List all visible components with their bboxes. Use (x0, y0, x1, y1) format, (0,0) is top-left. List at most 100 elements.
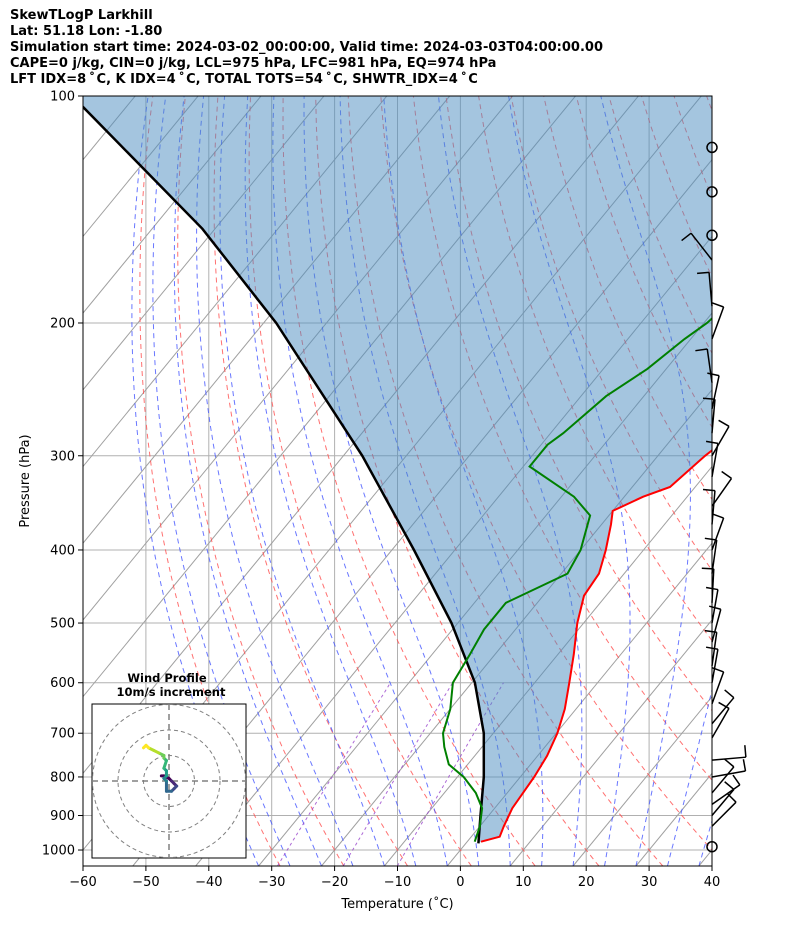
y-tick-label: 100 (50, 90, 75, 105)
wind-barb-staff (711, 788, 735, 817)
title-line-times: Simulation start time: 2024-03-02_00:00:… (10, 40, 603, 55)
wind-barb-flag (712, 302, 724, 308)
cin-shading (83, 96, 712, 844)
isotherm-line (698, 849, 712, 866)
wind-barb-flag (707, 372, 720, 377)
isotherm-line (509, 619, 712, 866)
wind-barb-staff (711, 425, 730, 457)
wind-barb-flag (704, 537, 717, 541)
moist-adiabat (244, 96, 417, 866)
calm-wind-circle (706, 186, 718, 198)
dry-adiabat (739, 96, 794, 866)
wind-barb-flag (721, 470, 732, 480)
x-tick-label: −50 (132, 875, 159, 890)
wind-barb-staff (711, 375, 720, 410)
isotherm-line (762, 96, 794, 866)
wind-barb-flag (709, 605, 721, 611)
wind-barb-staff (711, 477, 733, 507)
wind-barb-flag (732, 774, 741, 786)
y-tick-label: 400 (50, 543, 75, 558)
moist-adiabat (698, 819, 712, 866)
isotherm-line (83, 96, 199, 238)
x-tick-label: −20 (321, 875, 348, 890)
isotherm-line (572, 695, 712, 866)
title-line-location: Lat: 51.18 Lon: -1.80 (10, 24, 163, 39)
wind-barb-staff (711, 766, 735, 794)
isotherm-line (0, 96, 72, 866)
hodograph-title: Wind Profile (127, 671, 207, 685)
x-tick-label: 30 (641, 875, 658, 890)
wind-barb-staff (711, 708, 730, 739)
wind-barb-flag (702, 397, 716, 401)
wind-barb-staff (711, 671, 725, 705)
hodograph-trace (142, 743, 148, 750)
x-tick-label: 40 (704, 875, 721, 890)
wind-barb-staff (690, 232, 713, 261)
wind-barb-staff (711, 609, 722, 643)
x-tick-label: 20 (578, 875, 595, 890)
wind-barb-flag (712, 667, 724, 673)
chart-title-block: SkewTLogP Larkhill Lat: 51.18 Lon: -1.80… (10, 8, 603, 88)
title-line-indices: LFT IDX=8 ˚ C, K IDX=4 ˚ C, TOTAL TOTS=5… (10, 72, 478, 87)
wind-barb-flag (724, 758, 735, 768)
dry-adiabat (772, 96, 794, 866)
calm-wind-circle (706, 229, 718, 242)
y-tick-label: 900 (50, 809, 75, 824)
y-tick-label: 600 (50, 676, 75, 691)
wind-barb-staff (706, 348, 713, 383)
isotherm-line (83, 96, 262, 314)
wind-barb-staff (711, 589, 719, 624)
moist-adiabat (152, 96, 291, 866)
moist-adiabat (219, 96, 385, 866)
axes: −60 −50 −40 −30 −20 −10 0 10 20 30 40 1000 900 800 700… (18, 90, 720, 913)
mixing-ratio-line (342, 682, 454, 866)
wind-barb-flag (744, 745, 747, 758)
y-tick-label: 500 (50, 617, 75, 632)
wind-barb-staff (711, 697, 735, 725)
mixing-ratio-line (396, 682, 504, 866)
mixing-ratio-line (277, 682, 391, 866)
wind-barb-flag (705, 646, 719, 650)
wind-barb-flag (742, 759, 747, 772)
x-tick-label: 0 (456, 875, 464, 890)
y-tick-label: 700 (50, 727, 75, 742)
wind-barb-flag (697, 271, 710, 275)
dry-adiabat (177, 96, 345, 866)
wind-barb-staff (708, 272, 713, 307)
wind-barb-staff (711, 568, 715, 603)
parcel-profile-line (83, 105, 486, 844)
wind-barb-staff (711, 784, 741, 806)
wind-barb-staff (711, 649, 719, 683)
wind-barb-flag (702, 488, 716, 492)
dry-adiabat (213, 96, 409, 866)
dry-adiabat (248, 96, 472, 866)
wind-barb-flag (681, 232, 692, 242)
dry-adiabat (412, 96, 712, 781)
calm-wind-circle (706, 840, 718, 853)
wind-barb-staff (711, 490, 716, 525)
moist-adiabat (173, 96, 322, 866)
x-tick-label: 10 (515, 875, 532, 890)
x-tick-label: −40 (195, 875, 222, 890)
y-tick-label: 800 (50, 770, 75, 785)
wind-barb-flag (701, 567, 714, 570)
dry-adiabat (706, 96, 712, 112)
wind-barb-flag (718, 419, 730, 427)
x-tick-label: −30 (258, 875, 285, 890)
profile-lines (83, 105, 712, 844)
y-tick-label: 1000 (42, 844, 75, 859)
wind-barb-flag (705, 440, 719, 445)
moist-adiabat (272, 96, 448, 866)
moist-adiabat (196, 96, 354, 866)
wind-barb-staff (711, 306, 725, 340)
title-line-cape: CAPE=0 j/kg, CIN=0 j/kg, LCL=975 hPa, LF… (10, 56, 497, 71)
wind-barb-staff (711, 443, 719, 478)
wind-barb-staff (711, 517, 725, 551)
dry-adiabat (445, 96, 712, 712)
wind-barb-flag (705, 586, 719, 591)
x-tick-label: −60 (69, 875, 96, 890)
temperature-profile-line (480, 449, 712, 843)
wind-barb-flag (724, 689, 735, 699)
